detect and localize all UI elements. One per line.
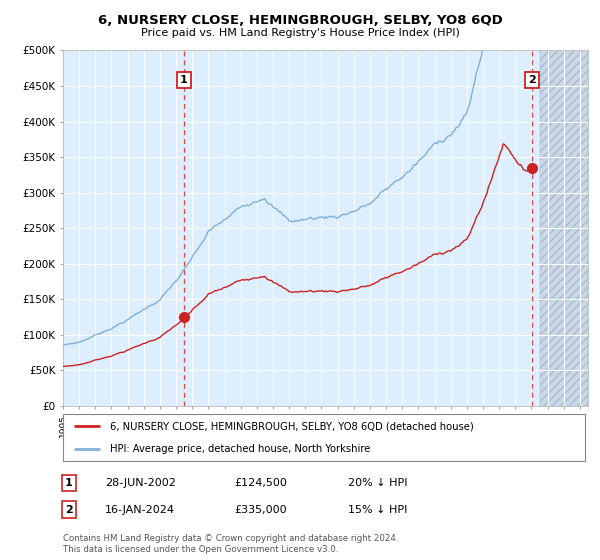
Text: 6, NURSERY CLOSE, HEMINGBROUGH, SELBY, YO8 6QD: 6, NURSERY CLOSE, HEMINGBROUGH, SELBY, Y… [98,14,502,27]
Text: 20% ↓ HPI: 20% ↓ HPI [348,478,407,488]
Text: 2: 2 [65,505,73,515]
Text: HPI: Average price, detached house, North Yorkshire: HPI: Average price, detached house, Nort… [110,444,371,454]
Text: 2: 2 [528,75,536,85]
Text: Contains HM Land Registry data © Crown copyright and database right 2024.
This d: Contains HM Land Registry data © Crown c… [63,534,398,554]
Text: 1: 1 [65,478,73,488]
Text: £335,000: £335,000 [234,505,287,515]
Text: 16-JAN-2024: 16-JAN-2024 [105,505,175,515]
Text: £124,500: £124,500 [234,478,287,488]
Text: 28-JUN-2002: 28-JUN-2002 [105,478,176,488]
Text: 1: 1 [180,75,188,85]
Bar [539,50,588,406]
Text: 15% ↓ HPI: 15% ↓ HPI [348,505,407,515]
Text: 6, NURSERY CLOSE, HEMINGBROUGH, SELBY, YO8 6QD (detached house): 6, NURSERY CLOSE, HEMINGBROUGH, SELBY, Y… [110,421,474,431]
FancyBboxPatch shape [63,414,586,461]
Bar [539,50,588,406]
Text: Price paid vs. HM Land Registry's House Price Index (HPI): Price paid vs. HM Land Registry's House … [140,28,460,38]
